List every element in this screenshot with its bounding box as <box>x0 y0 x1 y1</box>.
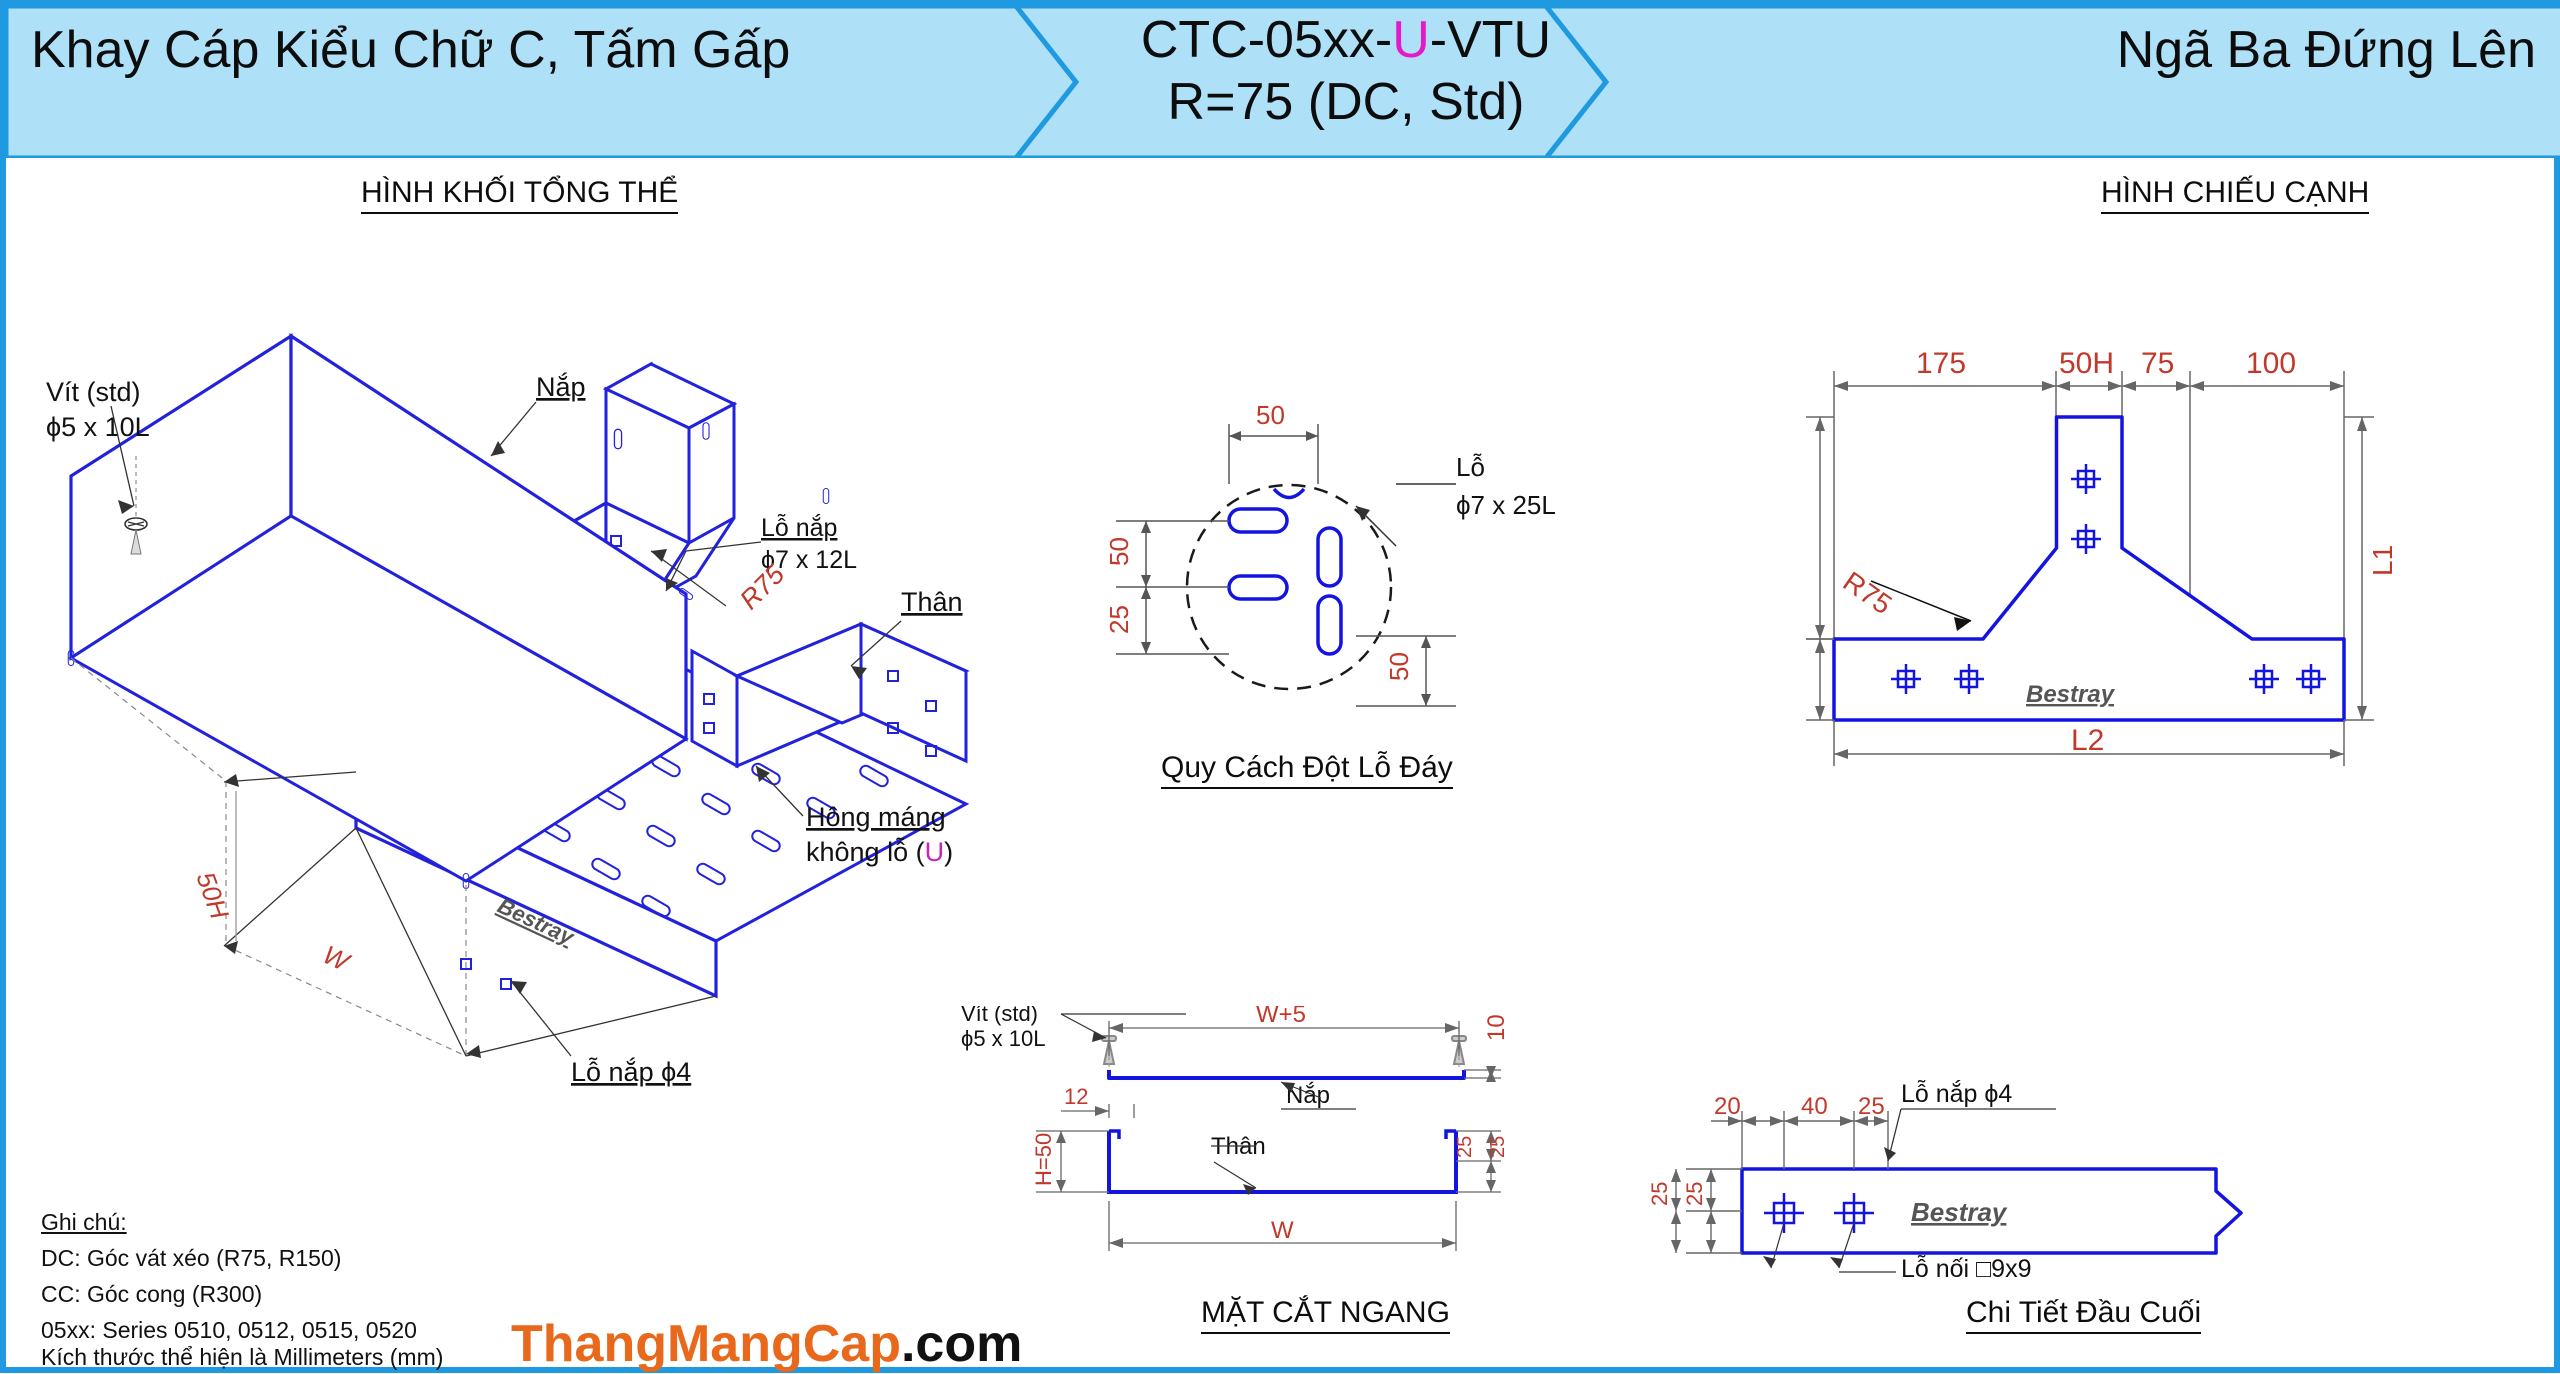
svg-text:100: 100 <box>2246 347 2296 380</box>
svg-text:40: 40 <box>1801 1093 1828 1120</box>
svg-text:Vít (std): Vít (std) <box>46 377 141 407</box>
svg-text:ϕ5 x 10L: ϕ5 x 10L <box>961 1026 1046 1051</box>
svg-text:R75: R75 <box>1838 566 1898 621</box>
svg-text:Lỗ nắp ϕ4: Lỗ nắp ϕ4 <box>571 1056 691 1087</box>
svg-text:Lỗ nắp ϕ4: Lỗ nắp ϕ4 <box>1901 1079 2012 1108</box>
svg-text:Vít (std): Vít (std) <box>961 1006 1038 1026</box>
svg-text:25: 25 <box>1647 1182 1672 1206</box>
svg-text:Lỗ nắp: Lỗ nắp <box>761 513 837 542</box>
svg-text:Lỗ nối □9x9: Lỗ nối □9x9 <box>1901 1254 2031 1283</box>
svg-text:Hông máng: Hông máng <box>806 802 946 832</box>
svg-text:25: 25 <box>1454 1136 1476 1158</box>
svg-text:50H: 50H <box>190 868 235 923</box>
svg-text:W+5: W+5 <box>1256 1006 1306 1028</box>
svg-text:không lỗ (U): không lỗ (U) <box>806 836 953 867</box>
svg-text:175: 175 <box>1916 347 1966 380</box>
svg-text:Bestray: Bestray <box>1911 1197 2008 1227</box>
svg-text:25: 25 <box>1682 1182 1707 1206</box>
svg-text:75: 75 <box>2141 347 2174 380</box>
svg-text:W: W <box>318 939 355 978</box>
svg-text:50: 50 <box>1384 652 1414 681</box>
svg-text:W: W <box>1271 1217 1294 1244</box>
svg-text:H=50: H=50 <box>1031 1133 1056 1186</box>
svg-text:L2: L2 <box>2071 724 2104 757</box>
svg-text:Nắp: Nắp <box>536 371 586 402</box>
svg-text:ϕ7 x 25L: ϕ7 x 25L <box>1456 490 1556 520</box>
svg-text:20: 20 <box>1714 1093 1741 1120</box>
svg-text:L1: L1 <box>2367 545 2398 576</box>
svg-text:25: 25 <box>1487 1136 1509 1158</box>
svg-text:25: 25 <box>1104 605 1134 634</box>
svg-text:10: 10 <box>1483 1014 1510 1041</box>
svg-text:12: 12 <box>1064 1084 1088 1109</box>
svg-text:50: 50 <box>1256 400 1285 430</box>
svg-text:50H: 50H <box>2059 347 2114 380</box>
svg-text:50: 50 <box>1104 537 1134 566</box>
svg-text:ϕ5 x 10L: ϕ5 x 10L <box>46 412 150 442</box>
svg-text:Bestray: Bestray <box>2026 681 2116 708</box>
svg-text:25: 25 <box>1858 1093 1885 1120</box>
svg-text:Thân: Thân <box>901 587 963 617</box>
svg-text:Lỗ: Lỗ <box>1456 452 1485 482</box>
